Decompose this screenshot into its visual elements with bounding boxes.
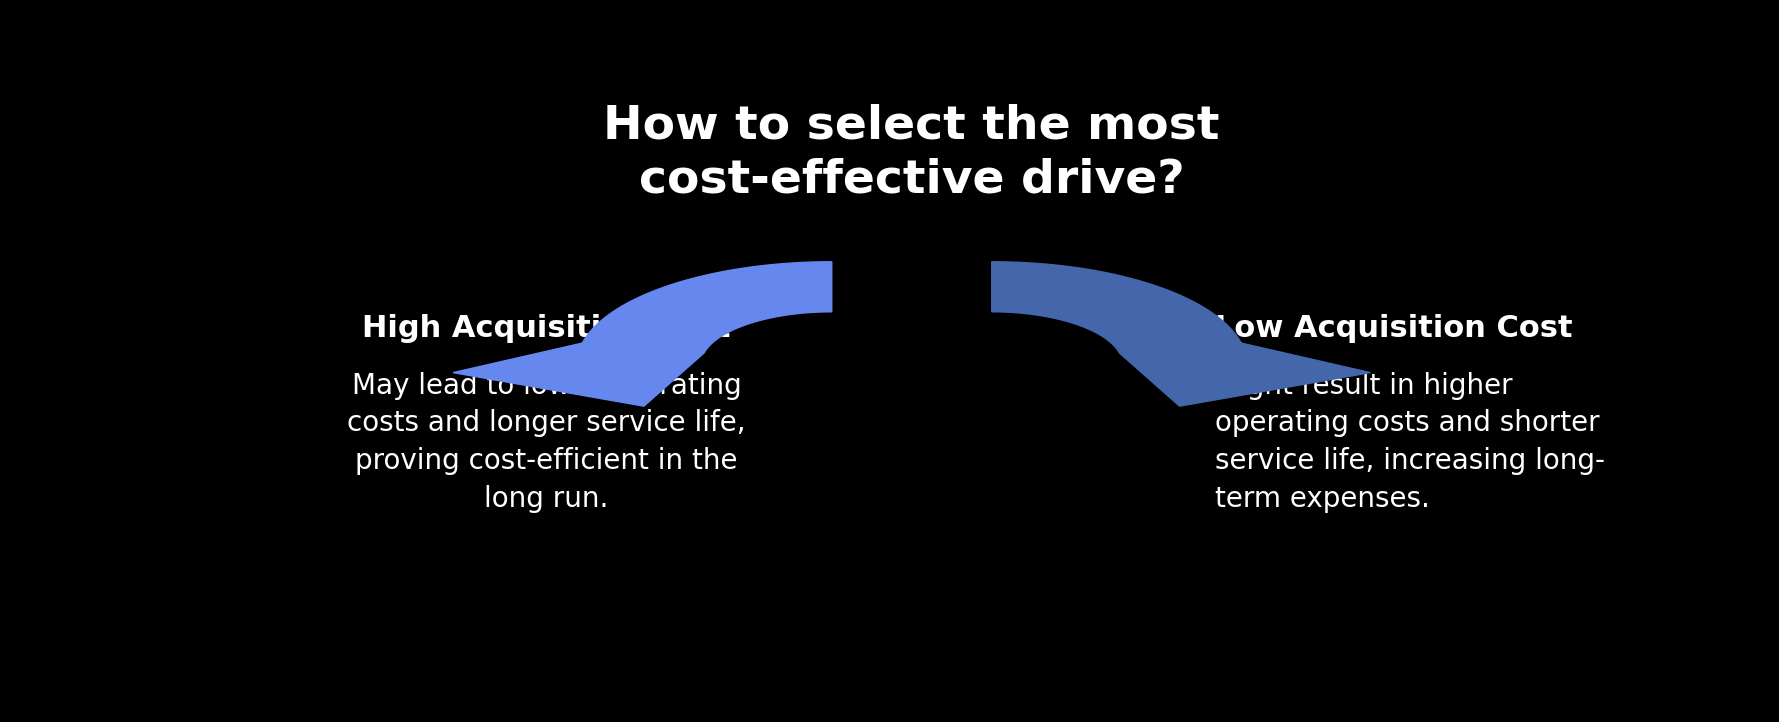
Polygon shape: [454, 262, 833, 406]
Text: May lead to lower operating
costs and longer service life,
proving cost-efficien: May lead to lower operating costs and lo…: [347, 372, 745, 513]
Text: Might result in higher
operating costs and shorter
service life, increasing long: Might result in higher operating costs a…: [1215, 372, 1605, 513]
Text: High Acquisition Cost: High Acquisition Cost: [363, 314, 731, 343]
Polygon shape: [991, 262, 1370, 406]
Text: Low Acquisition Cost: Low Acquisition Cost: [1215, 314, 1573, 343]
Text: How to select the most
cost-effective drive?: How to select the most cost-effective dr…: [603, 103, 1220, 202]
